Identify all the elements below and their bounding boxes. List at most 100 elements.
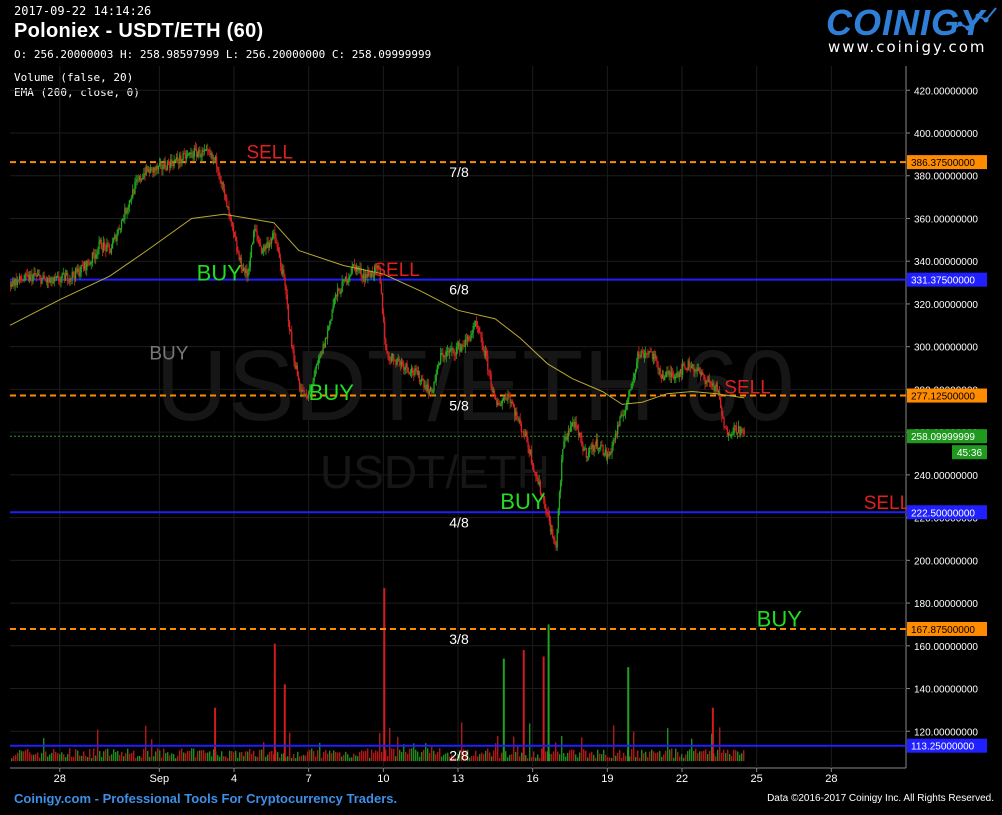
y-tick-label: 200.00000000 [914, 556, 978, 567]
candle-body [660, 374, 663, 379]
candle-body [598, 448, 600, 450]
candle-body [686, 369, 688, 371]
candle-body [157, 165, 160, 170]
price-axis[interactable]: 120.00000000 140.00000000 160.00000000 180.… [906, 86, 987, 753]
candle-body [250, 244, 253, 258]
y-tick-label: 300.00000000 [914, 343, 978, 354]
candle-body [394, 360, 396, 362]
volume-bar [297, 751, 299, 762]
candle-body [407, 368, 409, 372]
candle-body [164, 162, 166, 169]
level-price-label: 331.37500000 [911, 276, 975, 287]
candle-body [576, 424, 579, 430]
volume-bar [611, 757, 613, 762]
candle-body [470, 335, 472, 341]
volume-bar [395, 756, 397, 762]
candle-body [511, 401, 514, 405]
candle-body [419, 380, 422, 382]
candle-body [226, 197, 228, 208]
candle-body [178, 161, 180, 164]
candle-body [267, 242, 269, 248]
volume-bar [705, 749, 707, 762]
volume-bar [521, 752, 523, 762]
candle-body [674, 376, 676, 379]
candle-body [240, 257, 243, 269]
candle-body [582, 444, 584, 452]
candle-body [608, 453, 610, 456]
volume-bar [621, 757, 623, 762]
candle-body [436, 365, 439, 374]
brand-url[interactable]: www.coinigy.com [828, 38, 987, 56]
candle-body [488, 370, 490, 372]
volume-bar [147, 750, 149, 762]
candle-body [466, 336, 469, 341]
volume-bar [371, 749, 373, 762]
candle-body [459, 342, 461, 352]
volume-bar [673, 757, 675, 762]
candle-body [120, 220, 123, 229]
candle-body [156, 166, 159, 170]
volume-bar [631, 749, 633, 762]
candle-body [328, 326, 330, 331]
candle-body [108, 244, 110, 249]
candle-body [615, 434, 618, 436]
volume-bar [443, 754, 445, 762]
volume-bar [339, 752, 341, 762]
candle-body [77, 268, 79, 273]
candle-body [693, 364, 695, 372]
candle-body [78, 268, 80, 276]
candle-body [614, 434, 617, 441]
candle-body [223, 189, 226, 194]
volume-bar [703, 750, 705, 762]
volume-bar [277, 752, 279, 762]
volume-bar [127, 748, 129, 762]
volume-bar [723, 749, 725, 762]
candle-body [718, 391, 721, 399]
volume-bar [337, 752, 339, 762]
candle-body [23, 279, 25, 281]
candle-body [234, 232, 236, 237]
volume-bar [77, 750, 79, 762]
footer-tagline[interactable]: Coinigy.com - Professional Tools For Cry… [14, 791, 398, 806]
volume-bar [639, 757, 641, 762]
candle-body [526, 431, 528, 442]
indicator-ema[interactable]: EMA (200, close, 0) [14, 86, 140, 99]
volume-bar [599, 753, 601, 762]
candle-body [290, 330, 292, 332]
volume-bar [169, 755, 171, 762]
candle-body [651, 351, 654, 360]
time-axis[interactable]: 28 Sep 4 7 10 13 16 19 22 25 28 [54, 768, 838, 785]
candle-body [546, 512, 548, 514]
candle-body [416, 370, 418, 375]
candle-body [90, 262, 92, 264]
candle-body [277, 247, 279, 252]
volume-bar [183, 752, 185, 762]
volume-bar [375, 750, 377, 762]
chart-title: Poloniex - USDT/ETH (60) [14, 20, 264, 42]
volume-bar [399, 749, 401, 762]
candle-body [247, 271, 249, 277]
indicator-volume[interactable]: Volume (false, 20) [14, 71, 134, 84]
y-tick-label: 380.00000000 [914, 172, 978, 183]
volume-bar [13, 756, 15, 762]
candle-body [659, 368, 661, 375]
candle-body [585, 448, 587, 458]
volume-bar [727, 749, 729, 762]
candle-body [458, 342, 460, 347]
candle-body [35, 275, 38, 277]
volume-bar [89, 749, 91, 762]
level-price-label: 386.37500000 [911, 158, 975, 169]
candle-body [255, 228, 257, 231]
candle-body [538, 481, 540, 485]
volume-bar [357, 756, 359, 762]
candle-body [370, 270, 372, 278]
volume-bar [153, 756, 155, 762]
volume-bar [317, 750, 319, 762]
candle-body [188, 153, 190, 155]
volume-bar [439, 748, 441, 762]
candle-body [147, 169, 150, 172]
volume-bar [23, 751, 25, 762]
volume-spike [547, 624, 550, 762]
volume-bar [491, 756, 493, 762]
